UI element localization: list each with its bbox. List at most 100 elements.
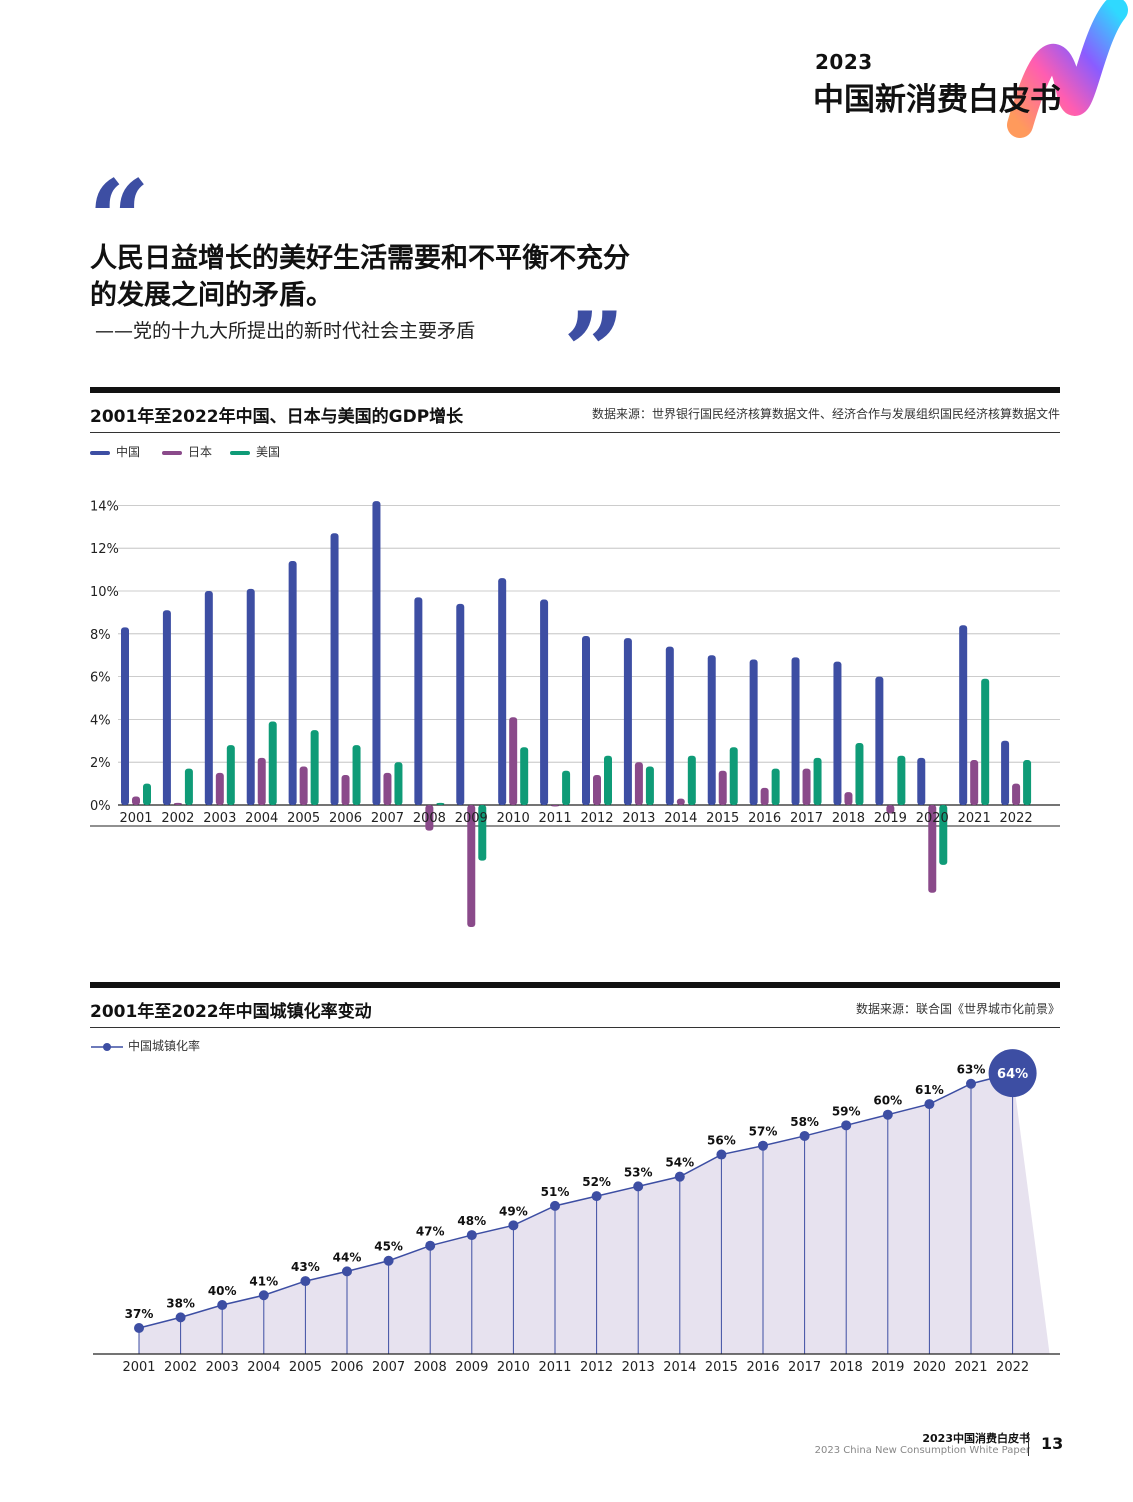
x-tick-label: 2007 (371, 811, 404, 826)
brand-ribbon-graphic (1007, 0, 1128, 138)
data-label: 47% (416, 1225, 445, 1239)
bar-china (288, 561, 297, 805)
bar-usa (310, 730, 319, 805)
bar-japan (341, 775, 350, 805)
x-tick-label: 2017 (788, 1360, 821, 1375)
bar-usa (226, 745, 235, 805)
bar-china (623, 638, 632, 805)
header-title: 中国新消费白皮书 (813, 82, 1061, 118)
bar-japan (467, 805, 476, 927)
bar-china (540, 599, 549, 805)
legend-urbanization: 中国城镇化率 (90, 1037, 200, 1054)
bar-japan (676, 798, 685, 805)
legend-japan-swatch (162, 450, 182, 455)
gdp-section-title: 2001年至2022年中国、日本与美国的GDP增长 (90, 407, 464, 427)
legend-urbanization-label: 中国城镇化率 (128, 1039, 201, 1053)
bar-usa (687, 755, 696, 805)
bar-japan (509, 717, 518, 805)
x-tick-label: 2022 (996, 1360, 1029, 1375)
x-tick-label: 2021 (954, 1360, 987, 1375)
data-point (882, 1109, 893, 1120)
legend-china-swatch (90, 450, 110, 455)
data-label: 54% (665, 1156, 694, 1170)
legend-china-label: 中国 (116, 445, 141, 459)
bar-japan (425, 805, 434, 831)
legend-china: 中国 (90, 443, 140, 460)
x-tick-label: 2012 (580, 811, 613, 826)
open-quote-mark: “ (88, 157, 151, 283)
x-tick-label: 2003 (203, 811, 236, 826)
data-label: 43% (291, 1260, 320, 1274)
bar-china (833, 661, 842, 805)
gdp-growth-chart: 14% 12% 10% 8% 6% 4% 2% 0% 2001 2002 2003 2004 2005 2… (90, 499, 1060, 927)
bar-japan (173, 802, 182, 805)
bar-japan (970, 760, 979, 805)
data-label: 41% (249, 1274, 278, 1288)
x-tick-label: 2012 (580, 1360, 613, 1375)
x-tick-label: 2008 (413, 811, 446, 826)
y-tick-label: 2% (90, 756, 111, 771)
data-label: 51% (541, 1185, 570, 1199)
data-label: 52% (582, 1175, 611, 1189)
urban-section-source: 数据来源：联合国《世界城市化前景》 (855, 1002, 1060, 1016)
data-label: 56% (707, 1134, 736, 1148)
bar-japan (383, 772, 392, 805)
x-tick-label: 2008 (414, 1360, 447, 1375)
bar-usa (143, 783, 151, 805)
x-tick-label: 2010 (497, 1360, 530, 1375)
data-point (383, 1255, 394, 1266)
x-tick-label: 2016 (748, 811, 781, 826)
x-tick-label: 2017 (790, 811, 823, 826)
x-tick-label: 2010 (497, 811, 530, 826)
bar-china (1001, 740, 1010, 805)
data-point (841, 1120, 852, 1131)
data-label: 60% (873, 1094, 902, 1108)
x-tick-label: 2001 (122, 1360, 155, 1375)
highlight-point (988, 1049, 1037, 1098)
bar-china (917, 757, 926, 805)
y-tick-label: 0% (90, 799, 111, 814)
x-tick-label: 2004 (247, 1360, 280, 1375)
footer-divider (1028, 1432, 1029, 1456)
x-tick-label: 2016 (746, 1360, 779, 1375)
bar-usa (981, 678, 990, 805)
bar-japan (1012, 783, 1021, 805)
bar-china (665, 646, 674, 805)
x-tick-label: 2004 (245, 811, 278, 826)
bar-usa (394, 762, 403, 805)
x-tick-label: 2019 (871, 1360, 904, 1375)
x-tick-label: 2003 (206, 1360, 239, 1375)
y-tick-label: 14% (90, 499, 119, 514)
footer-title: 2023中国消费白皮书 (922, 1432, 1030, 1445)
urban-section-title: 2001年至2022年中国城镇化率变动 (90, 1002, 372, 1022)
data-label: 59% (832, 1104, 861, 1118)
bar-china (246, 588, 255, 805)
data-point (966, 1078, 976, 1089)
x-tick-label: 2002 (161, 811, 194, 826)
data-point (508, 1220, 519, 1231)
bar-usa (855, 742, 864, 805)
bar-china (582, 635, 590, 805)
data-point (134, 1323, 144, 1333)
data-point (425, 1240, 436, 1251)
bar-japan (928, 805, 937, 893)
data-label: 45% (374, 1240, 403, 1254)
header-year: 2023 (815, 50, 873, 74)
bar-china (959, 625, 968, 805)
x-tick-label: 2009 (455, 1360, 488, 1375)
bar-china (414, 597, 423, 805)
bar-china (749, 659, 758, 805)
data-point (633, 1181, 644, 1192)
legend-usa-label: 美国 (256, 445, 281, 459)
bar-japan (760, 787, 769, 805)
x-tick-label: 2018 (832, 811, 865, 826)
data-point (550, 1200, 560, 1211)
data-label: 44% (333, 1250, 362, 1264)
bar-china (204, 591, 213, 805)
data-label: 40% (208, 1284, 237, 1298)
x-tick-label: 2018 (830, 1360, 863, 1375)
quote-attribution: ——党的十九大所提出的新时代社会主要矛盾 (95, 320, 476, 342)
bar-usa (352, 745, 361, 805)
legend-urbanization-marker (91, 1042, 123, 1051)
data-point (591, 1191, 602, 1202)
